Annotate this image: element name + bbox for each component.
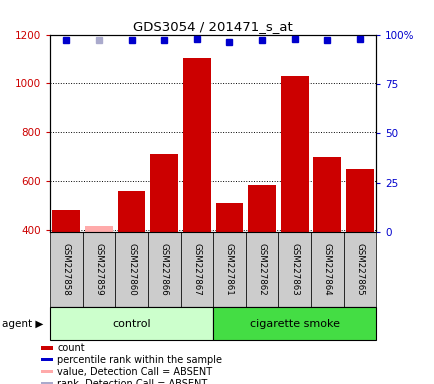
Text: GSM227867: GSM227867 [192,243,201,296]
Bar [278,232,310,307]
Text: count: count [57,343,85,353]
Text: percentile rank within the sample: percentile rank within the sample [57,355,222,365]
Bar [310,232,343,307]
Text: GSM227864: GSM227864 [322,243,331,296]
Text: GSM227861: GSM227861 [224,243,233,296]
Bar [115,232,148,307]
Bar [148,232,180,307]
Bar [150,154,178,232]
Text: cigarette smoke: cigarette smoke [249,318,339,329]
Bar [82,232,115,307]
Text: value, Detection Call = ABSENT: value, Detection Call = ABSENT [57,367,212,377]
Bar [41,346,53,349]
Bar [280,76,308,232]
Bar [41,358,53,361]
Bar [248,185,275,232]
Text: GSM227865: GSM227865 [355,243,364,296]
Bar [50,307,213,340]
Text: GSM227860: GSM227860 [127,243,136,296]
Text: rank, Detection Call = ABSENT: rank, Detection Call = ABSENT [57,379,207,384]
Text: control: control [112,318,151,329]
Bar [53,210,80,232]
Bar [313,157,340,232]
Title: GDS3054 / 201471_s_at: GDS3054 / 201471_s_at [133,20,293,33]
Bar [50,232,82,307]
Bar [345,169,373,232]
Bar [215,203,243,232]
Text: GSM227866: GSM227866 [159,243,168,296]
Bar [213,307,375,340]
Bar [213,232,245,307]
Bar [245,232,278,307]
Text: agent ▶: agent ▶ [2,318,43,329]
Bar [41,382,53,384]
Bar [343,232,375,307]
Bar [180,232,213,307]
Bar [85,226,112,232]
Text: GSM227859: GSM227859 [94,243,103,296]
Bar [183,58,210,232]
Bar [118,191,145,232]
Text: GSM227863: GSM227863 [289,243,299,296]
Text: GSM227862: GSM227862 [257,243,266,296]
Bar [41,370,53,373]
Text: GSM227858: GSM227858 [62,243,71,296]
